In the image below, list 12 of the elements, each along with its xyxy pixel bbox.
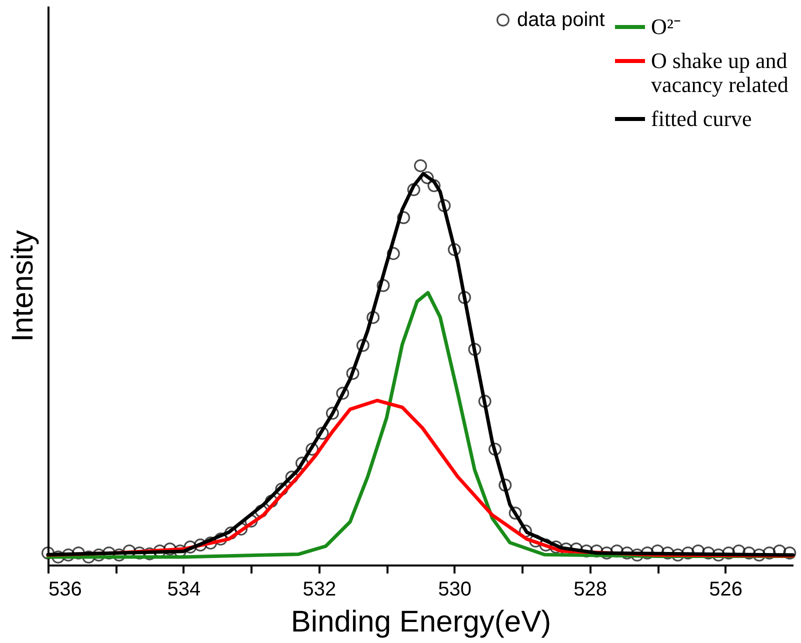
x-tick-label: 532 [302, 578, 336, 600]
x-tick-label: 534 [167, 578, 201, 600]
x-axis-title: Binding Energy(eV) [290, 606, 552, 638]
legend-label: O²⁻ [651, 14, 680, 39]
legend-label: fitted curve [651, 106, 752, 131]
x-tick-label: 526 [709, 578, 742, 600]
y-axis-title: Intensity [6, 230, 40, 342]
legend-label: data point [517, 9, 606, 31]
x-tick-label: 528 [574, 578, 608, 600]
x-tick-label: 536 [48, 578, 82, 600]
legend-label: O shake up and vacancy related [651, 48, 788, 97]
x-tick-label: 530 [438, 578, 472, 600]
